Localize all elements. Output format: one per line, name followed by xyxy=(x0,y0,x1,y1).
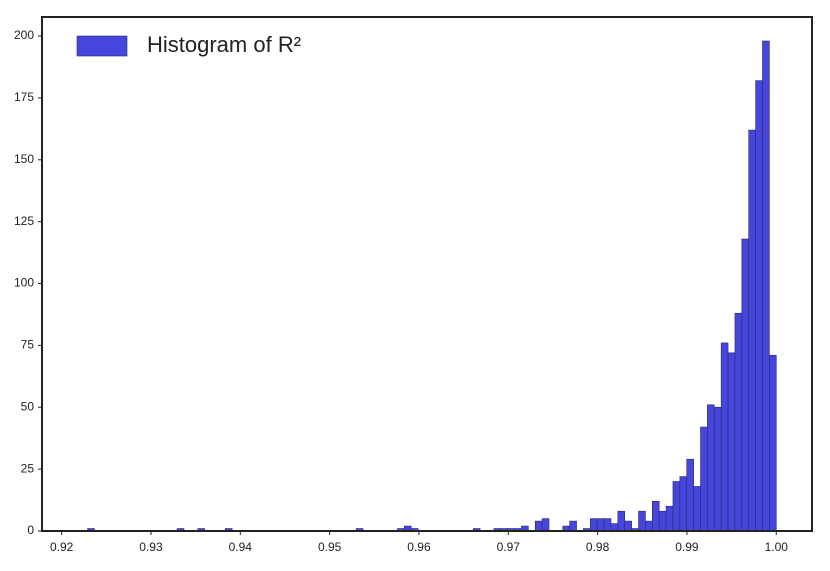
y-tick-label: 125 xyxy=(14,214,34,228)
y-tick-label: 0 xyxy=(27,523,34,537)
y-tick-label: 100 xyxy=(14,276,34,290)
bar xyxy=(741,238,750,532)
bar xyxy=(755,80,763,532)
x-tick-label: 0.95 xyxy=(318,540,342,554)
y-tick-label: 50 xyxy=(21,399,35,413)
bar xyxy=(762,40,770,532)
bar xyxy=(652,501,660,532)
x-tick-label: 0.94 xyxy=(229,540,253,554)
x-tick-label: 0.93 xyxy=(139,540,163,554)
bar xyxy=(665,505,674,532)
bar xyxy=(645,520,653,532)
bar xyxy=(769,354,777,532)
y-tick-label: 150 xyxy=(14,152,34,166)
y-tick-label: 175 xyxy=(14,90,34,104)
bar xyxy=(734,312,743,532)
bar xyxy=(610,523,619,532)
bar xyxy=(700,426,708,532)
bar xyxy=(603,518,612,532)
bar xyxy=(569,520,577,532)
bar xyxy=(713,406,722,532)
y-tick-label: 25 xyxy=(21,461,35,475)
x-tick-label: 0.99 xyxy=(675,540,699,554)
legend-label: Histogram of R² xyxy=(147,32,301,57)
legend-swatch xyxy=(76,35,128,57)
bar xyxy=(534,520,543,532)
plot-frame xyxy=(41,16,813,532)
bar xyxy=(617,510,626,532)
bar xyxy=(638,510,646,532)
bar xyxy=(720,342,729,532)
bar xyxy=(679,476,688,532)
x-tick-label: 0.98 xyxy=(586,540,610,554)
bar xyxy=(596,518,605,532)
y-tick-label: 75 xyxy=(21,338,35,352)
x-tick-label: 1.00 xyxy=(765,540,789,554)
bar xyxy=(541,518,550,532)
bar xyxy=(658,510,667,532)
bar xyxy=(707,404,715,532)
bar xyxy=(672,481,681,532)
x-tick-label: 0.97 xyxy=(497,540,521,554)
x-tick-label: 0.96 xyxy=(407,540,431,554)
bar xyxy=(727,352,736,532)
bar xyxy=(624,520,632,532)
bar xyxy=(590,518,598,532)
bar xyxy=(748,129,756,532)
y-tick-label: 200 xyxy=(14,28,34,42)
bar xyxy=(686,458,694,532)
x-tick-label: 0.92 xyxy=(50,540,74,554)
bar xyxy=(693,486,701,532)
